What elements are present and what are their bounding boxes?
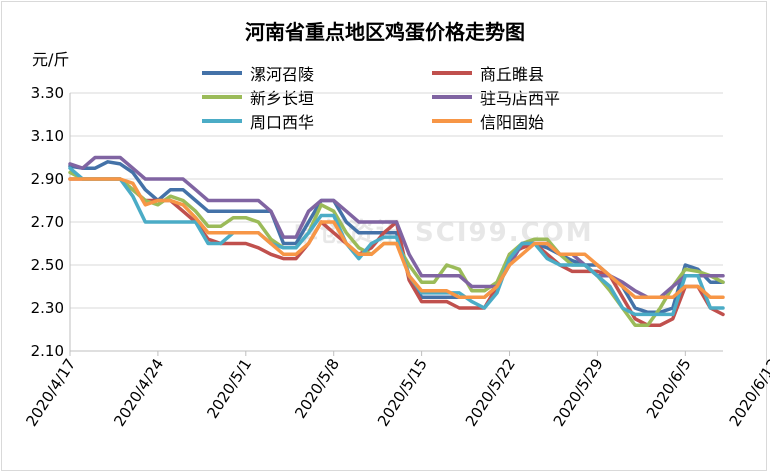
y-tick-label: 2.50 (31, 256, 64, 274)
y-tick-label: 2.10 (31, 342, 64, 360)
legend-swatch (432, 95, 472, 99)
legend-label: 信阳固始 (480, 113, 545, 132)
x-tick-label: 2020/6/12 (726, 355, 770, 429)
x-tick-label: 2020/5/1 (203, 355, 255, 421)
y-tick-label: 3.10 (31, 127, 64, 145)
legend-swatch (432, 71, 472, 75)
legend-item: 商丘睢县 (432, 63, 545, 84)
legend-item: 周口西华 (202, 111, 315, 132)
legend-item: 新乡长垣 (202, 87, 315, 108)
y-tick-label: 2.30 (31, 299, 64, 317)
x-tick-label: 2020/6/5 (643, 355, 695, 421)
y-tick-label: 2.70 (31, 213, 64, 231)
x-tick-label: 2020/4/17 (22, 355, 79, 429)
series-line (68, 166, 725, 317)
y-tick-label: 2.90 (31, 170, 64, 188)
legend-item: 漯河召陵 (202, 63, 315, 84)
legend-label: 周口西华 (250, 113, 315, 132)
x-tick-label: 2020/5/22 (462, 355, 519, 429)
series-line (68, 177, 725, 300)
legend-label: 新乡长垣 (250, 89, 315, 108)
legend-swatch (432, 119, 472, 123)
x-tick-label: 2020/4/24 (110, 355, 167, 429)
legend-label: 商丘睢县 (480, 65, 545, 84)
legend-swatch (202, 71, 242, 75)
legend-swatch (202, 119, 242, 123)
legend-label: 驻马店西平 (480, 89, 561, 108)
y-axis-unit-label: 元/斤 (32, 50, 70, 69)
x-tick-label: 2020/5/8 (291, 355, 343, 421)
legend-item: 驻马店西平 (432, 87, 561, 108)
legend-item: 信阳固始 (432, 111, 545, 132)
legend-label: 漯河召陵 (250, 65, 315, 84)
x-tick-label: 2020/5/15 (374, 355, 431, 429)
y-tick-label: 3.30 (31, 84, 64, 102)
chart-title: 河南省重点地区鸡蛋价格走势图 (245, 20, 525, 44)
legend-swatch (202, 95, 242, 99)
x-tick-label: 2020/5/29 (550, 355, 607, 429)
